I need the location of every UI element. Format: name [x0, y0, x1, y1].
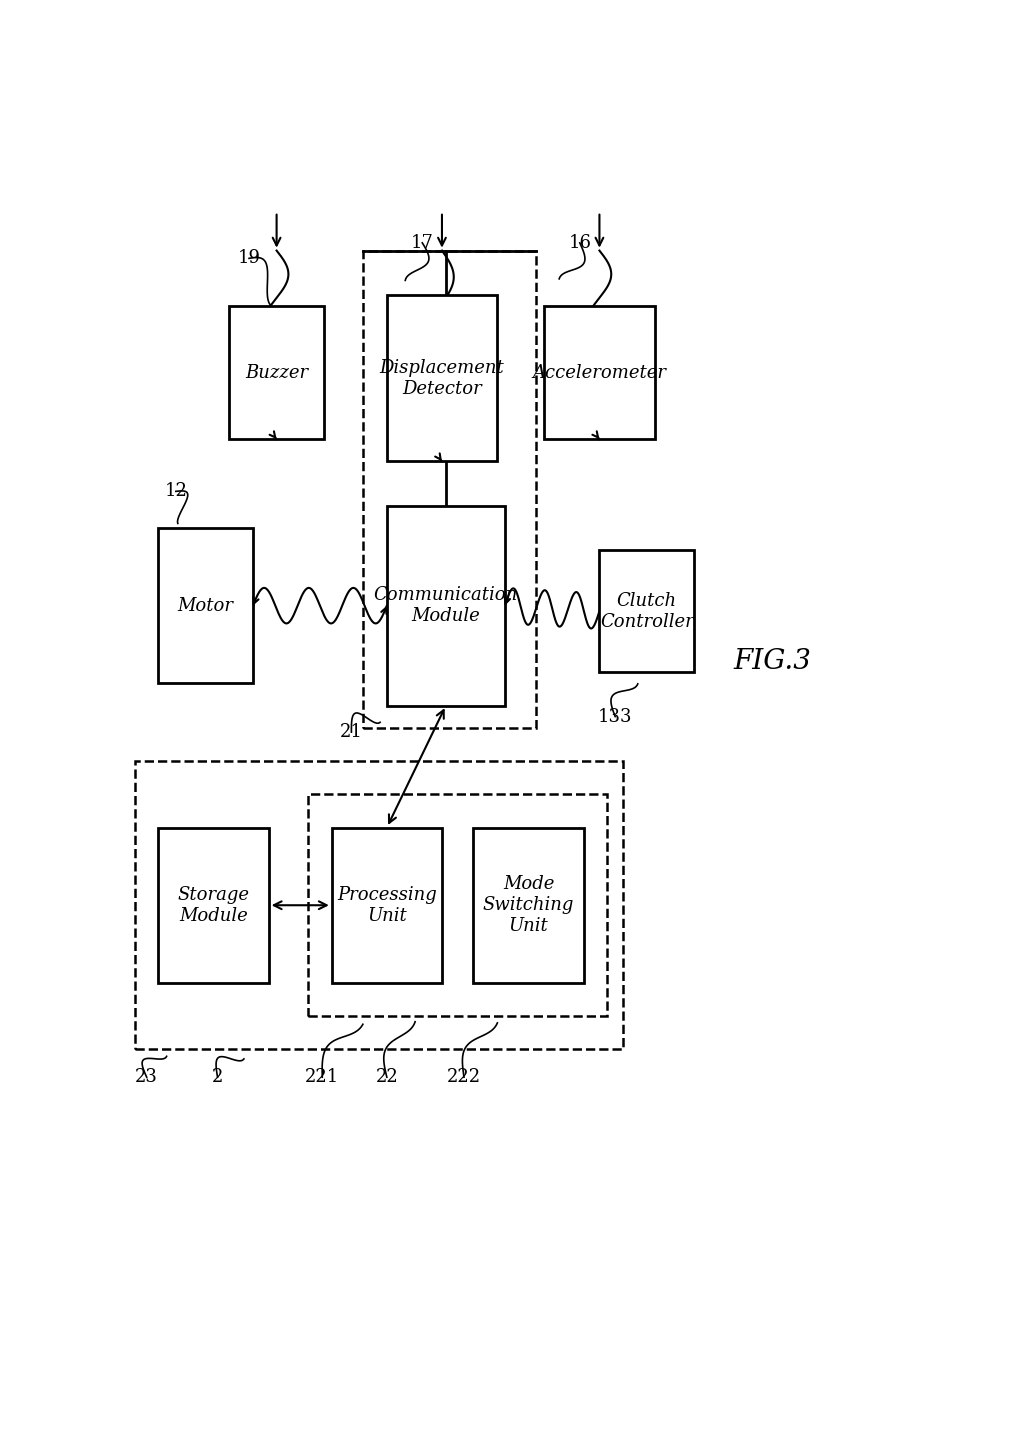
Text: Buzzer: Buzzer: [245, 363, 308, 382]
Text: Accelerometer: Accelerometer: [532, 363, 666, 382]
Text: 21: 21: [340, 723, 363, 741]
Bar: [331, 827, 442, 983]
Text: 133: 133: [598, 708, 632, 726]
Bar: [230, 305, 324, 440]
Text: 17: 17: [410, 233, 434, 252]
Text: Processing
Unit: Processing Unit: [337, 886, 437, 925]
Text: Motor: Motor: [178, 597, 234, 615]
Bar: [364, 251, 536, 728]
Text: 221: 221: [305, 1068, 339, 1087]
Bar: [308, 794, 608, 1016]
Bar: [158, 827, 268, 983]
Bar: [387, 506, 505, 706]
Text: 222: 222: [447, 1068, 481, 1087]
Text: 12: 12: [165, 483, 187, 500]
Bar: [158, 527, 253, 683]
Text: Mode
Switching
Unit: Mode Switching Unit: [483, 876, 574, 935]
Text: 16: 16: [568, 233, 591, 252]
Text: 19: 19: [238, 249, 260, 268]
Bar: [545, 305, 654, 440]
Text: 23: 23: [135, 1068, 158, 1087]
Text: Communication
Module: Communication Module: [374, 586, 518, 625]
Text: 22: 22: [376, 1068, 398, 1087]
Bar: [135, 761, 623, 1049]
Text: 2: 2: [212, 1068, 224, 1087]
Text: Clutch
Controller: Clutch Controller: [599, 592, 694, 631]
Text: Displacement
Detector: Displacement Detector: [380, 359, 504, 398]
Bar: [387, 295, 497, 461]
Text: Storage
Module: Storage Module: [178, 886, 250, 925]
Bar: [599, 550, 694, 672]
Text: FIG.3: FIG.3: [734, 647, 812, 674]
Bar: [473, 827, 583, 983]
